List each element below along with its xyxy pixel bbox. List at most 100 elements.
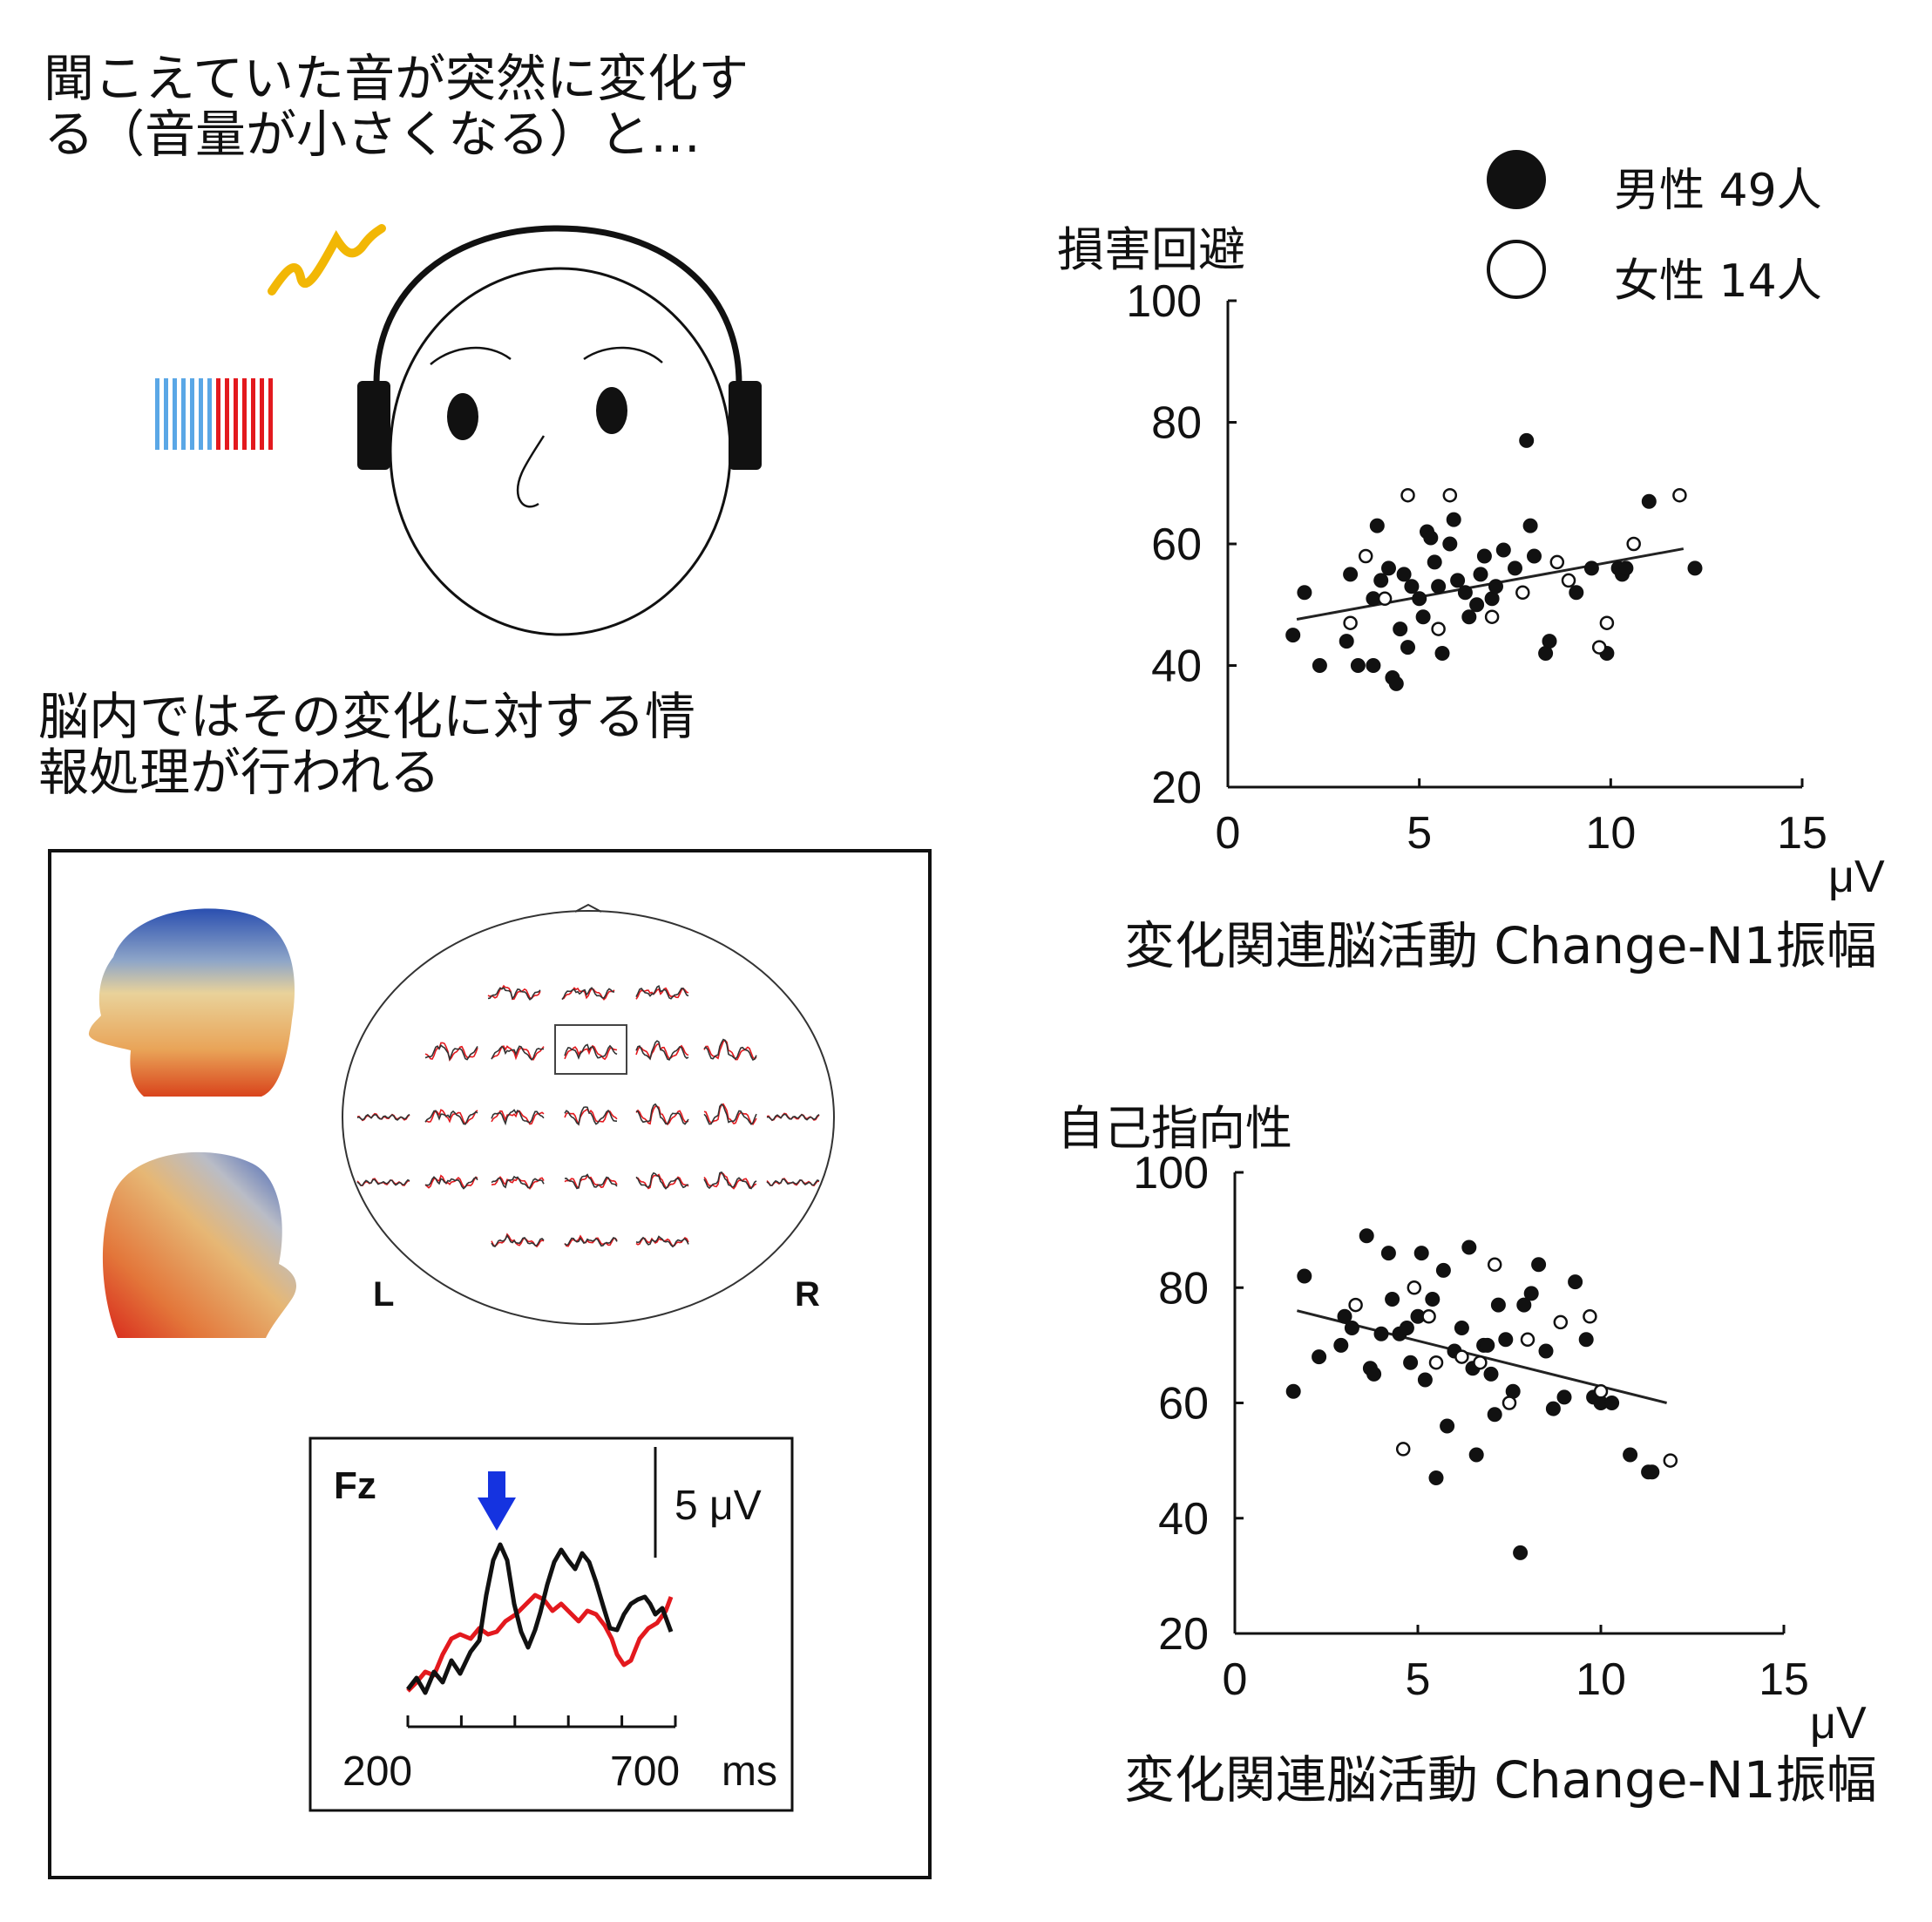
electrode-trace: [424, 1044, 478, 1062]
electrode-trace: [564, 1234, 618, 1247]
right-hemisphere-label: R: [795, 1275, 820, 1314]
electrode-trace: [491, 1045, 545, 1061]
electrode-trace: [635, 1172, 689, 1190]
x-tick-label: 5: [1407, 808, 1432, 859]
data-point-male: [1473, 567, 1488, 582]
electrode-trace: [703, 1103, 757, 1125]
data-point-male: [1641, 493, 1657, 509]
down-arrow-icon: [478, 1471, 516, 1531]
data-point-male: [1687, 560, 1703, 576]
data-point-male: [1413, 1246, 1429, 1261]
data-point-male: [1297, 585, 1312, 601]
data-point-male: [1461, 1239, 1477, 1255]
left-eye: [447, 393, 478, 440]
time-start-label: 200: [342, 1749, 413, 1795]
electrode-trace: [703, 1038, 757, 1062]
electrode-trace: [491, 1233, 545, 1247]
legend-male-marker: [1487, 150, 1546, 209]
electrode-trace: [635, 1040, 689, 1061]
y-tick-label: 20: [1151, 763, 1202, 813]
fz-black-trace: [406, 1542, 674, 1695]
data-point-female: [1515, 585, 1530, 601]
data-point-male: [1285, 628, 1301, 643]
y-tick-label: 60: [1158, 1379, 1209, 1430]
y-tick-label: 100: [1126, 276, 1202, 327]
electrode-trace: [491, 1233, 545, 1248]
data-point-female: [1442, 487, 1458, 503]
data-point-male: [1440, 1418, 1455, 1434]
data-point-male: [1523, 1286, 1539, 1301]
y-tick-label: 80: [1151, 398, 1202, 449]
data-point-female: [1454, 1349, 1469, 1364]
data-point-male: [1531, 1257, 1547, 1273]
electrode-trace: [564, 1043, 618, 1060]
data-point-male: [1457, 585, 1473, 601]
electrode-trace: [491, 1109, 545, 1126]
data-point-male: [1542, 634, 1557, 649]
data-point-male: [1350, 658, 1366, 673]
data-point-male: [1428, 1470, 1444, 1485]
headband: [373, 225, 742, 384]
data-point-male: [1569, 585, 1584, 601]
legend-female-marker: [1487, 240, 1546, 299]
data-point-male: [1641, 1464, 1657, 1480]
data-point-male: [1604, 1396, 1620, 1410]
data-point-male: [1366, 658, 1381, 673]
data-point-female: [1473, 1355, 1488, 1370]
data-point-male: [1513, 1545, 1529, 1560]
data-point-male: [1427, 554, 1442, 570]
data-point-male: [1412, 591, 1427, 607]
y-tick-label: 60: [1151, 520, 1202, 570]
left-earcup: [357, 381, 390, 470]
electrode-trace: [356, 1113, 410, 1121]
electrode-trace: [703, 1039, 757, 1061]
electrode-trace: [564, 1106, 618, 1126]
electrode-trace: [635, 1103, 689, 1125]
data-point-male: [1415, 609, 1431, 625]
electrode-trace: [766, 1113, 820, 1122]
data-point-male: [1484, 591, 1500, 607]
fz-label: Fz: [334, 1464, 376, 1507]
data-point-female: [1561, 573, 1576, 588]
data-point-male: [1337, 1308, 1352, 1324]
data-point-male: [1568, 1274, 1583, 1290]
data-point-male: [1586, 1389, 1602, 1405]
y-tick-label: 80: [1158, 1263, 1209, 1314]
data-point-male: [1423, 530, 1439, 546]
brain-panel-frame: [48, 849, 932, 1879]
data-point-male: [1312, 1349, 1327, 1365]
electrode-trace: [635, 1105, 689, 1126]
data-point-male: [1285, 1383, 1301, 1399]
amplitude-scale-label: 5 μV: [675, 1483, 762, 1529]
data-point-male: [1488, 579, 1503, 594]
data-point-female: [1549, 554, 1565, 570]
data-point-male: [1556, 1389, 1572, 1405]
electrode-trace: [491, 1176, 545, 1190]
legend-female-label: 女性 14人: [1614, 255, 1822, 308]
data-point-male: [1442, 536, 1458, 552]
data-point-male: [1476, 1337, 1492, 1353]
stimulus-bar-loud: [268, 378, 273, 450]
data-point-male: [1431, 579, 1447, 594]
data-point-male: [1425, 1292, 1441, 1307]
data-point-male: [1483, 1366, 1499, 1382]
data-point-male: [1404, 579, 1420, 594]
data-point-male: [1312, 658, 1327, 673]
data-point-female: [1626, 536, 1641, 552]
electrode-trace: [766, 1112, 820, 1122]
data-point-female: [1407, 1280, 1422, 1295]
chart-2-title: 自己指向性: [1057, 1101, 1292, 1156]
data-point-female: [1395, 1442, 1411, 1457]
sound-wave-icon: [268, 224, 386, 295]
trend-line: [1296, 547, 1685, 621]
legend-male-label: 男性 49人: [1614, 165, 1822, 217]
fz-red-trace: [406, 1593, 674, 1693]
right-earcup: [729, 381, 762, 470]
electrode-trace: [424, 1110, 478, 1125]
data-point-male: [1385, 1292, 1400, 1307]
right-eyebrow: [583, 346, 663, 363]
data-point-female: [1593, 1384, 1609, 1399]
y-tick-label: 20: [1158, 1609, 1209, 1660]
data-point-female: [1520, 1332, 1535, 1348]
stimulus-bar-loud: [260, 378, 264, 450]
